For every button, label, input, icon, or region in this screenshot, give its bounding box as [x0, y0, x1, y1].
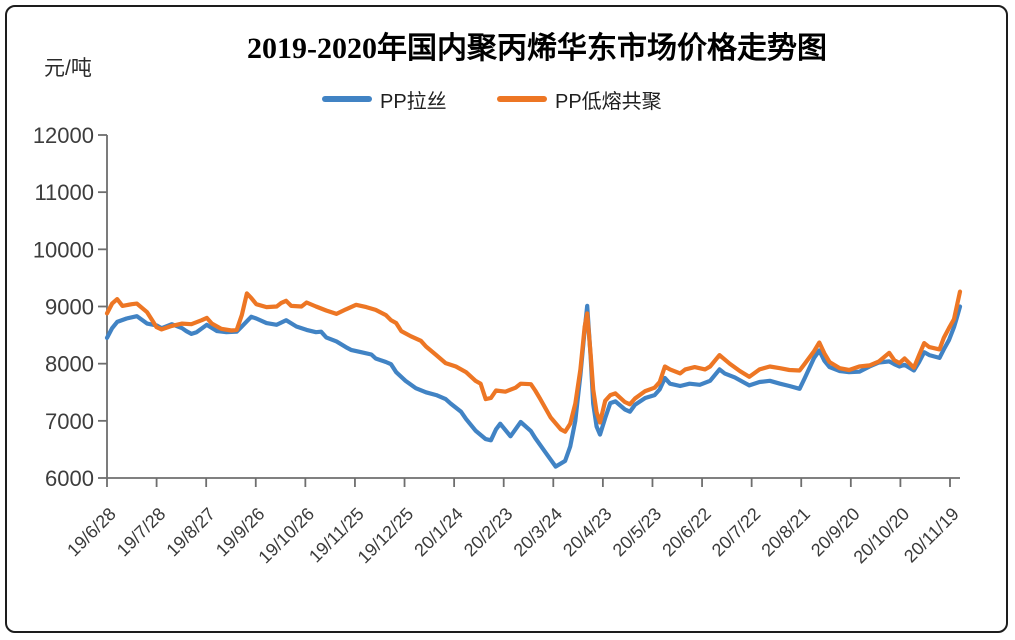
legend-label-pp-dirong: PP低熔共聚: [555, 90, 662, 113]
series-line-1: [104, 289, 963, 434]
chart-border: [5, 5, 1008, 633]
x-tick-label: 20/1/24: [410, 504, 467, 561]
x-tick-label: 20/11/19: [900, 504, 963, 567]
legend-swatch-pp-dirong: [497, 96, 547, 102]
x-tick-label: 20/5/23: [609, 504, 666, 561]
x-tick-label: 20/8/21: [757, 504, 814, 561]
y-tick-label: 7000: [45, 409, 94, 434]
x-tick-label: 19/12/25: [354, 504, 418, 568]
legend: PP拉丝 PP低熔共聚: [322, 90, 662, 113]
legend-swatch-pp-lasi: [322, 96, 372, 102]
series-lines: [104, 289, 963, 469]
x-tick-label: 20/7/22: [708, 504, 765, 561]
y-tick-label: 12000: [33, 123, 94, 148]
x-tick-label: 20/6/22: [658, 504, 715, 561]
x-tick-label: 19/6/28: [63, 504, 120, 561]
x-tick-label: 20/2/23: [460, 504, 517, 561]
axis-lines: [106, 135, 960, 479]
x-tick-label: 19/7/28: [113, 504, 170, 561]
legend-label-pp-lasi: PP拉丝: [380, 90, 447, 113]
y-axis-unit-label: 元/吨: [44, 57, 92, 80]
x-tick-label: 20/3/24: [510, 504, 567, 561]
x-tick-label: 19/10/26: [254, 504, 318, 568]
y-tick-label: 10000: [33, 237, 94, 262]
series-line-0: [104, 303, 963, 469]
y-tick-label: 6000: [45, 466, 94, 491]
x-tick-label: 19/8/27: [162, 504, 219, 561]
x-tick-label: 20/10/20: [850, 504, 914, 568]
y-tick-label: 9000: [45, 295, 94, 320]
x-tick-label: 20/4/23: [559, 504, 616, 561]
y-tick-label: 8000: [45, 352, 94, 377]
axes: 600070008000900010000110001200019/6/2819…: [33, 123, 963, 567]
chart-title: 2019-2020年国内聚丙烯华东市场价格走势图: [247, 31, 827, 65]
y-tick-label: 11000: [34, 180, 94, 205]
